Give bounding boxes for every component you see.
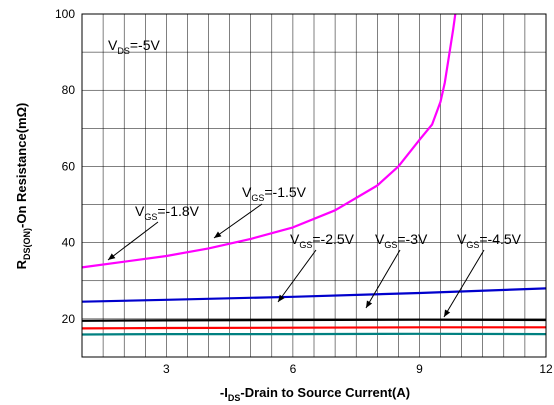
annotation-arrow-line bbox=[365, 249, 401, 309]
series-line bbox=[81, 332, 547, 336]
annotation-arrow-line bbox=[277, 249, 317, 303]
y-tick-label: 40 bbox=[62, 236, 76, 250]
tick-labels: 3 6 9 12 20 40 60 80 100 bbox=[55, 7, 553, 376]
x-tick-label: 9 bbox=[416, 362, 423, 376]
y-tick-label: 60 bbox=[62, 159, 76, 173]
x-tick-label: 3 bbox=[163, 362, 170, 376]
plot-frame bbox=[81, 13, 547, 358]
x-tick-label: 12 bbox=[539, 362, 553, 376]
annotation-arrow-line bbox=[443, 249, 485, 318]
annotation-arrowhead bbox=[108, 253, 116, 260]
annotation-arrowhead bbox=[214, 231, 222, 238]
annotation-arrows bbox=[107, 203, 485, 318]
annotation-vgs-3: VGS=-3V bbox=[375, 231, 428, 250]
annotation-arrowhead bbox=[444, 309, 451, 317]
grid-lines bbox=[82, 14, 546, 357]
series-line bbox=[81, 318, 547, 322]
annotation-arrowhead bbox=[366, 300, 373, 308]
annotation-vgs-1-8: VGS=-1.8V bbox=[135, 203, 200, 222]
series-line bbox=[81, 287, 547, 303]
y-axis-label: RDS(ON)-On Resistance(mΩ) bbox=[14, 103, 32, 270]
annotation-arrowhead bbox=[278, 294, 285, 302]
series-line bbox=[81, 326, 546, 330]
annotation-vgs-1-5: VGS=-1.5V bbox=[242, 184, 307, 203]
series-line bbox=[81, 13, 457, 269]
annotation-vds: VDS=-5V bbox=[108, 37, 160, 56]
y-tick-label: 80 bbox=[62, 83, 76, 97]
annotation-arrow-line bbox=[213, 203, 263, 239]
x-tick-label: 6 bbox=[290, 362, 297, 376]
annotation-vgs-4-5: VGS=-4.5V bbox=[457, 231, 522, 250]
y-tick-label: 100 bbox=[55, 7, 75, 21]
x-axis-label: -IDS-Drain to Source Current(A) bbox=[220, 385, 410, 403]
series-lines bbox=[81, 13, 547, 336]
annotation-arrow-line bbox=[107, 221, 159, 261]
y-tick-label: 20 bbox=[62, 312, 76, 326]
annotation-vgs-2-5: VGS=-2.5V bbox=[290, 231, 355, 250]
